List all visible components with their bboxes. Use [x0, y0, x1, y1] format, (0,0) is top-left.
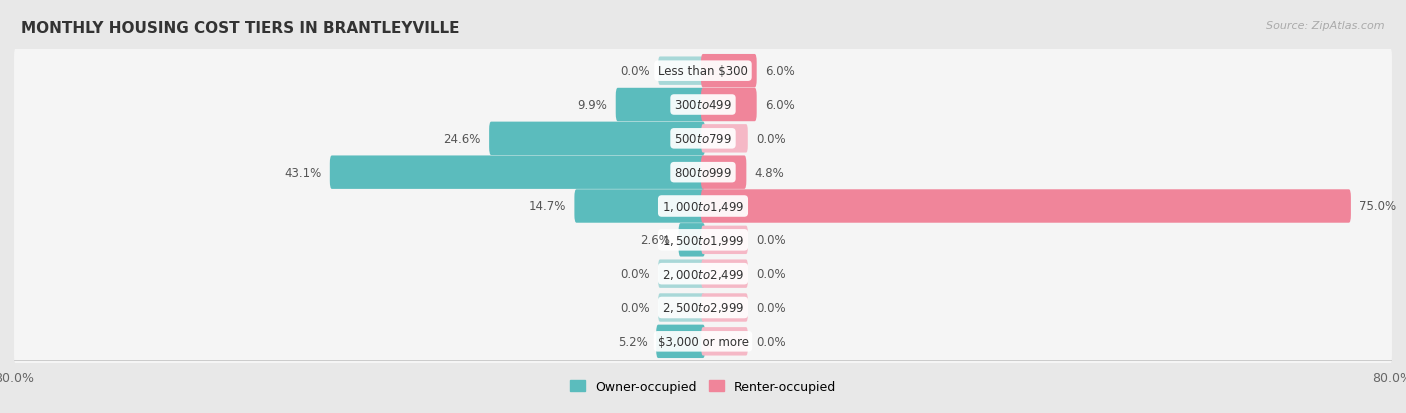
- FancyBboxPatch shape: [14, 115, 1392, 163]
- FancyBboxPatch shape: [702, 190, 1351, 223]
- Text: $2,500 to $2,999: $2,500 to $2,999: [662, 301, 744, 315]
- FancyBboxPatch shape: [14, 318, 1392, 366]
- Text: 2.6%: 2.6%: [640, 234, 671, 247]
- FancyBboxPatch shape: [14, 183, 1392, 230]
- FancyBboxPatch shape: [702, 328, 748, 356]
- Text: $1,000 to $1,499: $1,000 to $1,499: [662, 199, 744, 214]
- Text: 0.0%: 0.0%: [620, 65, 650, 78]
- Text: $500 to $799: $500 to $799: [673, 133, 733, 145]
- FancyBboxPatch shape: [702, 125, 748, 153]
- Text: 43.1%: 43.1%: [284, 166, 322, 179]
- Text: Less than $300: Less than $300: [658, 65, 748, 78]
- Text: 5.2%: 5.2%: [619, 335, 648, 348]
- FancyBboxPatch shape: [657, 325, 704, 358]
- Text: 24.6%: 24.6%: [443, 133, 481, 145]
- FancyBboxPatch shape: [14, 284, 1392, 332]
- FancyBboxPatch shape: [14, 47, 1392, 95]
- Text: $1,500 to $1,999: $1,500 to $1,999: [662, 233, 744, 247]
- FancyBboxPatch shape: [489, 122, 704, 156]
- FancyBboxPatch shape: [14, 250, 1392, 298]
- FancyBboxPatch shape: [702, 55, 756, 88]
- FancyBboxPatch shape: [616, 88, 704, 122]
- FancyBboxPatch shape: [658, 57, 704, 85]
- Text: $3,000 or more: $3,000 or more: [658, 335, 748, 348]
- FancyBboxPatch shape: [702, 294, 748, 322]
- Text: 0.0%: 0.0%: [756, 133, 786, 145]
- Text: 9.9%: 9.9%: [578, 99, 607, 112]
- Text: $800 to $999: $800 to $999: [673, 166, 733, 179]
- FancyBboxPatch shape: [14, 149, 1392, 197]
- Legend: Owner-occupied, Renter-occupied: Owner-occupied, Renter-occupied: [565, 375, 841, 398]
- Text: 75.0%: 75.0%: [1360, 200, 1396, 213]
- FancyBboxPatch shape: [14, 81, 1392, 129]
- FancyBboxPatch shape: [575, 190, 704, 223]
- Text: 14.7%: 14.7%: [529, 200, 567, 213]
- Text: $300 to $499: $300 to $499: [673, 99, 733, 112]
- Text: 6.0%: 6.0%: [765, 65, 794, 78]
- Text: 0.0%: 0.0%: [756, 268, 786, 280]
- FancyBboxPatch shape: [658, 260, 704, 288]
- FancyBboxPatch shape: [702, 156, 747, 190]
- Text: MONTHLY HOUSING COST TIERS IN BRANTLEYVILLE: MONTHLY HOUSING COST TIERS IN BRANTLEYVI…: [21, 21, 460, 36]
- FancyBboxPatch shape: [679, 223, 704, 257]
- Text: Source: ZipAtlas.com: Source: ZipAtlas.com: [1267, 21, 1385, 31]
- Text: 0.0%: 0.0%: [756, 234, 786, 247]
- FancyBboxPatch shape: [702, 260, 748, 288]
- FancyBboxPatch shape: [14, 216, 1392, 264]
- FancyBboxPatch shape: [702, 226, 748, 254]
- Text: 6.0%: 6.0%: [765, 99, 794, 112]
- Text: 0.0%: 0.0%: [620, 301, 650, 314]
- Text: 4.8%: 4.8%: [755, 166, 785, 179]
- FancyBboxPatch shape: [658, 294, 704, 322]
- Text: $2,000 to $2,499: $2,000 to $2,499: [662, 267, 744, 281]
- FancyBboxPatch shape: [330, 156, 704, 190]
- Text: 0.0%: 0.0%: [756, 301, 786, 314]
- FancyBboxPatch shape: [702, 88, 756, 122]
- Text: 0.0%: 0.0%: [620, 268, 650, 280]
- Text: 0.0%: 0.0%: [756, 335, 786, 348]
